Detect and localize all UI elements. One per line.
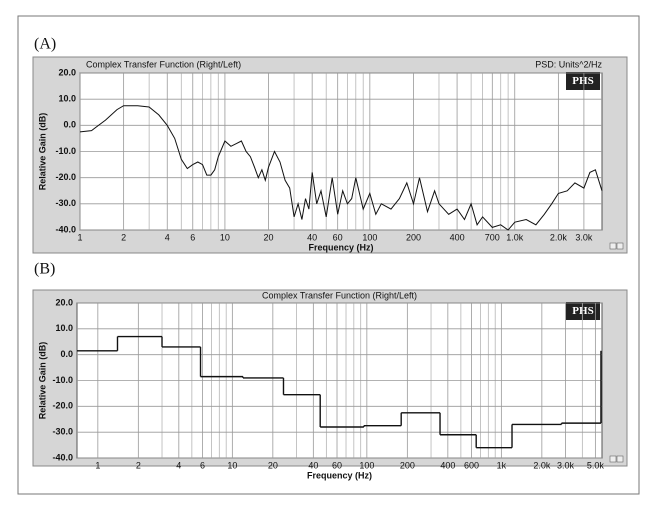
- x-tick-label: 5.0k: [587, 460, 605, 470]
- x-tick-label: 4: [176, 460, 181, 470]
- x-tick-label: 1: [77, 232, 82, 242]
- x-tick-label: 6: [200, 460, 205, 470]
- chart-title: Complex Transfer Function (Right/Left): [262, 290, 417, 300]
- scroll-button: [616, 455, 624, 463]
- x-tick-label: 20: [268, 460, 278, 470]
- x-tick-label: 20: [264, 232, 274, 242]
- data-line: [79, 105, 603, 231]
- y-tick-label: 10.0: [55, 323, 73, 333]
- chart-note: PSD: Units^2/Hz: [535, 59, 602, 69]
- x-axis-label: Frequency (Hz): [308, 242, 373, 252]
- x-tick-label: 400: [450, 232, 465, 242]
- y-tick-label: -20.0: [52, 401, 73, 411]
- badge: PHS: [572, 75, 593, 87]
- y-tick-label: -10.0: [52, 375, 73, 385]
- y-tick-label: 0.0: [60, 349, 73, 359]
- y-tick-label: -30.0: [55, 198, 76, 208]
- x-tick-label: 40: [307, 232, 317, 242]
- x-tick-label: 700: [485, 232, 500, 242]
- x-tick-label: 1.0k: [506, 232, 524, 242]
- x-tick-label: 2: [136, 460, 141, 470]
- badge-box: [566, 72, 600, 90]
- y-tick-label: -20.0: [55, 172, 76, 182]
- panel-label: (A): [34, 36, 56, 53]
- x-tick-label: 2.0k: [550, 232, 568, 242]
- y-tick-label: 10.0: [58, 94, 76, 104]
- x-tick-label: 200: [406, 232, 421, 242]
- x-tick-label: 100: [359, 460, 374, 470]
- x-axis-label: Frequency (Hz): [307, 470, 372, 480]
- x-tick-label: 10: [227, 460, 237, 470]
- scroll-button: [609, 242, 617, 250]
- x-tick-label: 40: [308, 460, 318, 470]
- x-tick-label: 4: [165, 232, 170, 242]
- x-tick-label: 1k: [497, 460, 507, 470]
- x-tick-label: 600: [464, 460, 479, 470]
- x-tick-label: 3.0k: [557, 460, 575, 470]
- x-tick-label: 60: [332, 460, 342, 470]
- y-tick-label: -40.0: [52, 452, 73, 462]
- x-tick-label: 400: [440, 460, 455, 470]
- scroll-button: [609, 455, 617, 463]
- scroll-button: [616, 242, 624, 250]
- y-tick-label: -10.0: [55, 146, 76, 156]
- badge-box: [566, 302, 600, 320]
- chart-title: Complex Transfer Function (Right/Left): [86, 59, 241, 69]
- y-tick-label: 20.0: [55, 297, 73, 307]
- x-tick-label: 6: [190, 232, 195, 242]
- x-tick-label: 2.0k: [533, 460, 551, 470]
- x-tick-label: 60: [333, 232, 343, 242]
- y-tick-label: 0.0: [63, 120, 76, 130]
- x-tick-label: 100: [362, 232, 377, 242]
- y-tick-label: -40.0: [55, 224, 76, 234]
- panel-label: (B): [34, 261, 55, 278]
- y-axis-label: Relative Gain (dB): [37, 113, 47, 191]
- x-tick-label: 1: [95, 460, 100, 470]
- x-tick-label: 3.0k: [575, 232, 593, 242]
- x-tick-label: 10: [220, 232, 230, 242]
- y-tick-label: 20.0: [58, 67, 76, 77]
- y-axis-label: Relative Gain (dB): [37, 342, 47, 420]
- badge: PHS: [572, 305, 593, 317]
- x-tick-label: 2: [121, 232, 126, 242]
- x-tick-label: 200: [400, 460, 415, 470]
- y-tick-label: -30.0: [52, 427, 73, 437]
